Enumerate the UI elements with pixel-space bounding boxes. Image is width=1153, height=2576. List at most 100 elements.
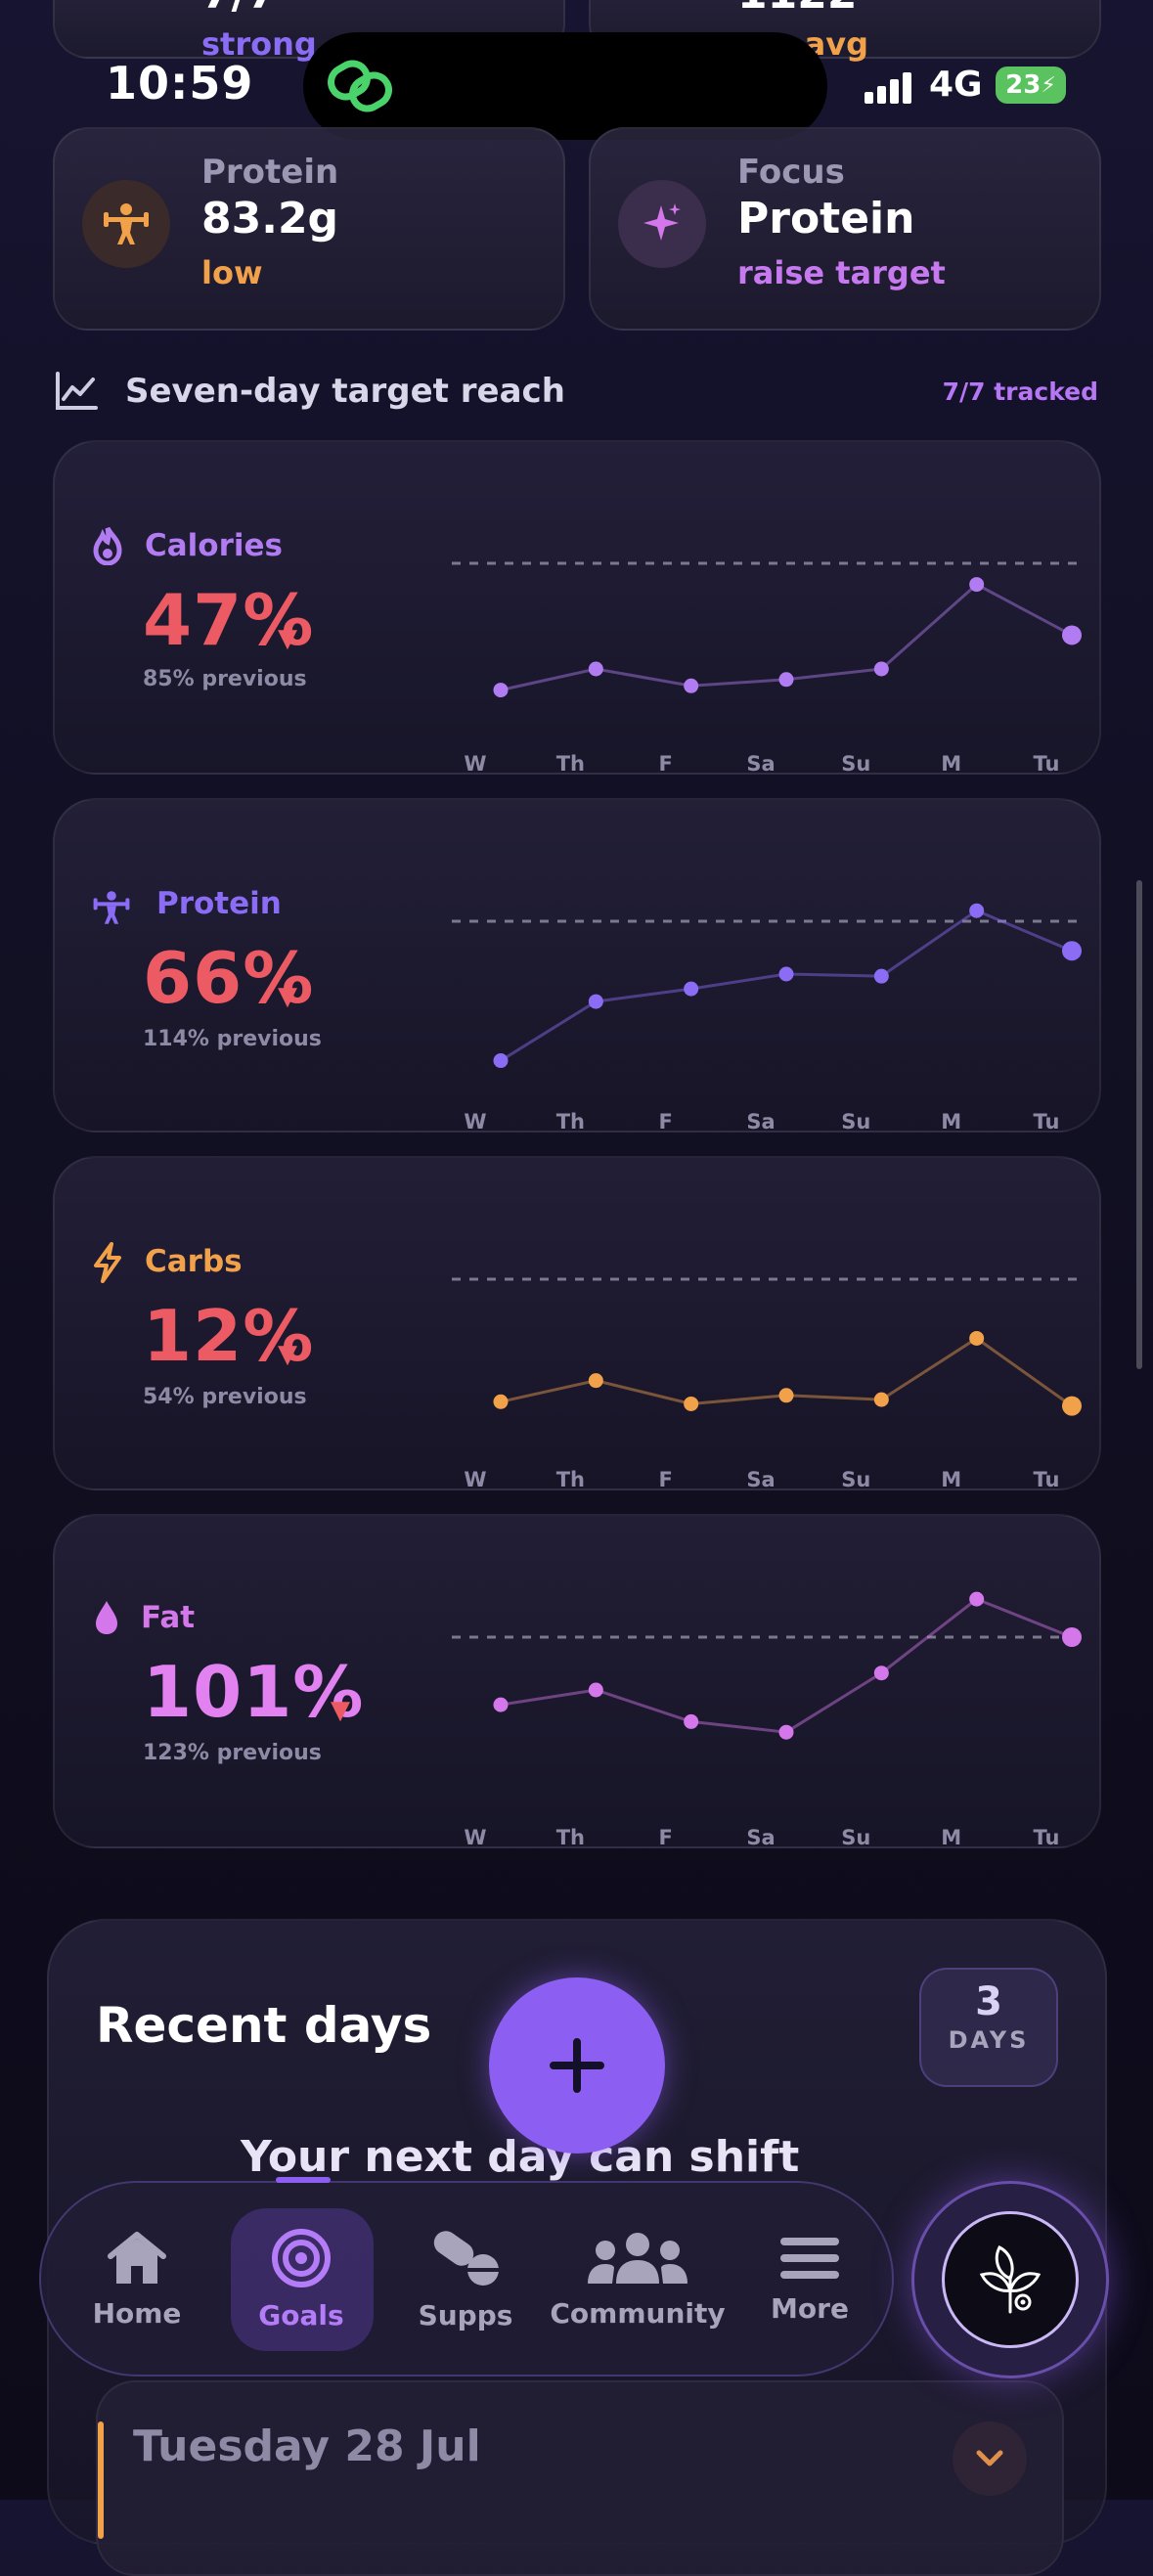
data-point [1062,625,1082,645]
status-time: 10:59 [106,57,254,110]
calories-label: Calories [145,528,283,563]
data-point [969,1591,985,1607]
protein-chart: W Th F Sa Su M Tu [452,903,1082,1133]
top-partial-left-sub: strong [201,25,317,63]
recent-tagline: Your next day can shift [241,2132,800,2182]
series-line [500,1597,1073,1734]
data-point [1062,1396,1082,1416]
chevron-down-icon[interactable] [953,2421,1027,2496]
fat-chart-card[interactable]: Fat 101% ▼ 123% previous W Th F Sa Su M Tu [53,1514,1101,1848]
day-row-title: Tuesday 28 Jul [133,2421,481,2471]
data-point [493,1697,509,1712]
x-tick-label: F [658,752,672,775]
down-arrow-icon: ▼ [331,1696,350,1725]
x-tick-label: Th [556,752,585,775]
add-button[interactable] [489,1977,665,2154]
x-tick-label: Su [841,1468,870,1490]
data-point [969,903,985,918]
x-tick-label: Tu [1034,1110,1060,1133]
fat-current: 101% [143,1651,365,1733]
calories-chart: W Th F Sa Su M Tu [452,561,1082,775]
data-point [588,994,603,1009]
fat-chart: W Th F Sa Su M Tu [452,1591,1082,1848]
carbs-chart-card[interactable]: Carbs 12% ▼ 54% previous W Th F Sa Su M Tu [53,1156,1101,1490]
nav-supps[interactable]: Supps [397,2183,534,2375]
dynamic-island [303,32,827,140]
x-tick-label: Th [556,1110,585,1133]
x-tick-label: M [941,1110,961,1133]
nav-goals-label: Goals [258,2298,344,2332]
assistant-button[interactable] [911,2181,1109,2378]
protein-stat-sub: low [201,254,263,291]
x-tick-label: F [658,1468,672,1490]
x-tick-label: Su [841,752,870,775]
x-tick-label: Sa [746,752,775,775]
nav-community[interactable]: Community [540,2183,735,2375]
top-partial-card-left: 7/7 strong [53,0,565,63]
x-tick-label: F [658,1110,672,1133]
x-tick-label: M [941,752,961,775]
weightlifter-icon [93,891,130,924]
nav-community-label: Community [550,2296,726,2330]
battery-icon: 23 ⚡ [996,67,1066,104]
protein-chart-card[interactable]: Protein 66% ▼ 114% previous W Th F Sa Su M Tu [53,798,1101,1133]
data-point [684,1713,699,1729]
plus-icon [550,2038,604,2093]
bolt-icon [94,1242,121,1283]
nav-home[interactable]: Home [68,2183,205,2375]
top-partial-card-right: 1122 er avg [589,0,1101,63]
protein-label: Protein [156,886,282,921]
fat-label: Fat [141,1600,196,1635]
data-point [873,968,889,984]
data-point [684,981,699,997]
menu-icon [780,2237,839,2279]
nav-more[interactable]: More [741,2183,878,2375]
nav-goals[interactable]: Goals [233,2183,370,2375]
leaf-icon [979,2244,1042,2314]
x-tick-label: Tu [1034,1826,1060,1848]
x-tick-label: W [464,1468,486,1490]
x-tick-label: Tu [1034,752,1060,775]
focus-stat-sub: raise target [737,254,946,291]
data-point [588,1373,603,1389]
data-point [493,1053,509,1069]
tracked-count: 7/7 tracked [942,378,1098,406]
weightlifter-icon [82,180,170,268]
x-tick-label: F [658,1826,672,1848]
protein-stat-value: 83.2g [201,194,339,244]
focus-stat-card[interactable]: Focus Protein raise target [589,127,1101,331]
calories-current: 47% [143,579,315,661]
data-point [493,683,509,698]
x-tick-label: Tu [1034,1468,1060,1490]
data-point [588,1682,603,1698]
calories-chart-card[interactable]: Calories 47% ▼ 85% previous W Th F Sa Su M Tu [53,440,1101,775]
carbs-previous: 54% previous [143,1385,307,1409]
scrollbar-thumb[interactable] [1136,880,1142,1369]
data-point [778,1388,794,1403]
down-arrow-icon: ▼ [278,982,297,1011]
fat-previous: 123% previous [143,1741,322,1765]
data-point [778,1724,794,1740]
pill-icon [433,2230,499,2286]
signal-icon [865,70,913,104]
protein-stat-card[interactable]: Protein 83.2g low [53,127,565,331]
x-tick-label: W [464,1110,486,1133]
protein-current: 66% [143,937,315,1019]
x-tick-label: Sa [746,1468,775,1490]
data-point [588,661,603,677]
days-count-badge[interactable]: 3 DAYS [919,1968,1058,2087]
x-tick-label: Su [841,1826,870,1848]
calories-previous: 85% previous [143,667,307,691]
down-arrow-icon: ▼ [278,624,297,653]
nav-active-indicator [276,2177,331,2183]
series-line [500,909,1073,1062]
focus-stat-value: Protein [737,194,915,244]
protein-stat-label: Protein [201,153,339,192]
focus-stat-label: Focus [737,153,845,192]
data-point [778,672,794,688]
day-row[interactable]: Tuesday 28 Jul [96,2380,1064,2576]
x-tick-label: Th [556,1826,585,1848]
carbs-current: 12% [143,1295,315,1377]
nav-more-label: More [771,2291,849,2325]
x-tick-label: Su [841,1110,870,1133]
